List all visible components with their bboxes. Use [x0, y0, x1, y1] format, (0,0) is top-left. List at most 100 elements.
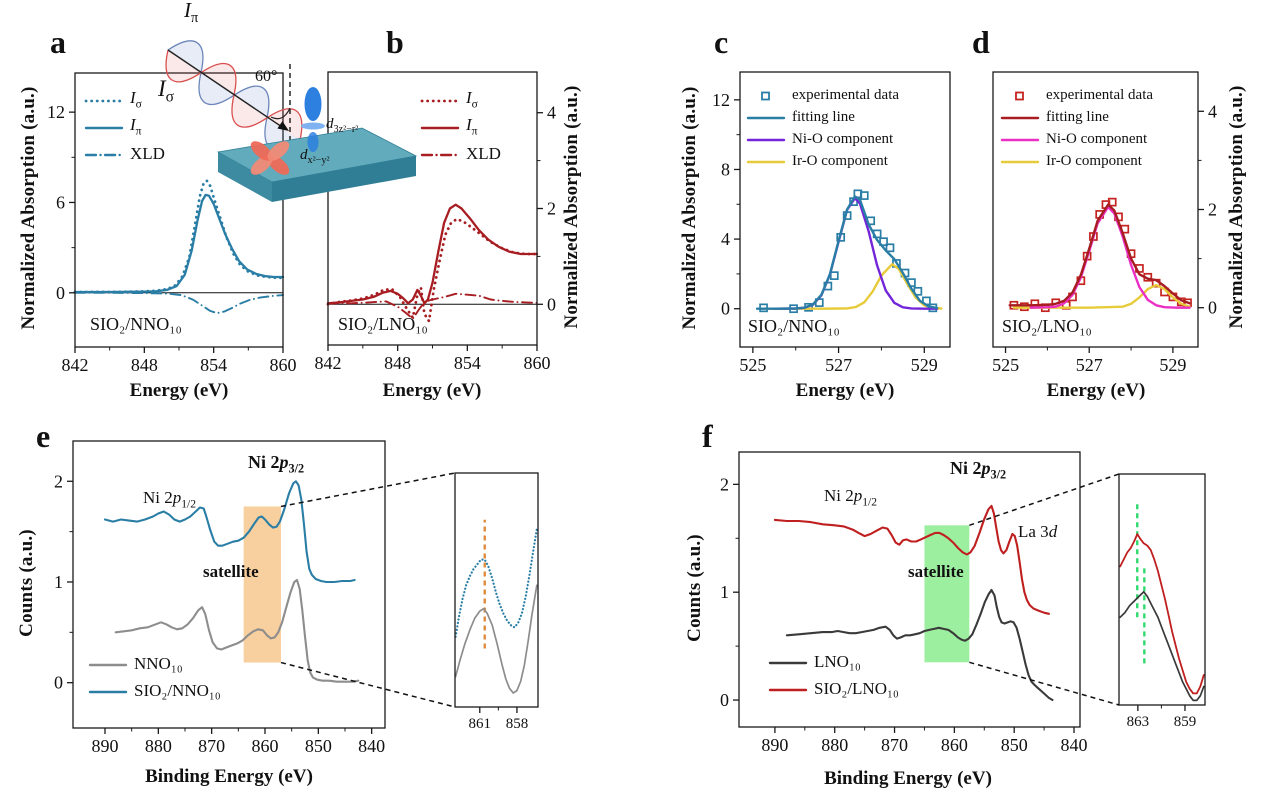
panel-d-label: d — [972, 24, 990, 60]
dx2y2-orbital-label: dx²−y² — [300, 147, 330, 166]
svg-text:2: 2 — [720, 474, 729, 494]
panel-c-sample-label: SIO₂/NNO₁₀ — [748, 316, 840, 336]
svg-text:529: 529 — [1159, 355, 1186, 375]
legend-item-fit: fitting line — [746, 106, 899, 128]
d3z2r2-orbital-icon — [301, 87, 325, 152]
panel-f-inset-plot: 863 859 — [1118, 473, 1206, 730]
panel-e-x-axis-title: Binding Energy (eV) — [145, 766, 313, 787]
svg-text:2: 2 — [1208, 200, 1217, 220]
panel-a-plot: 842 848 854 860 0 6 12 — [47, 72, 297, 375]
dx2y2-orbital-icon — [250, 141, 290, 175]
isigma-line-sample — [84, 94, 124, 106]
svg-text:860: 860 — [941, 735, 968, 755]
svg-text:860: 860 — [252, 736, 279, 756]
svg-text:854: 854 — [200, 355, 227, 375]
panel-c-x-axis-title: Energy (eV) — [795, 380, 895, 401]
panel-b-plot: 842 848 854 860 0 2 4 — [315, 71, 556, 373]
ni-2p32-label: Ni 2p3/2 — [950, 458, 1007, 482]
legend-item-ipi: Iπ — [84, 113, 165, 140]
legend-item-iro: Ir-O component — [1000, 150, 1153, 172]
iro-line-sample — [746, 155, 786, 167]
nno10-line-sample — [88, 658, 128, 670]
panel-d-x-axis-title: Energy (eV) — [1046, 380, 1146, 401]
svg-text:6: 6 — [56, 192, 65, 212]
panel-a-x-axis-title: Energy (eV) — [129, 380, 229, 401]
legend-item-sio2-nno10: SIO₂/NNO₁₀ — [88, 677, 221, 704]
svg-text:0: 0 — [1208, 298, 1217, 318]
svg-text:840: 840 — [1061, 735, 1088, 755]
nio-line-sample — [1000, 133, 1040, 145]
panel-a-sample-label: SIO₂/NNO₁₀ — [90, 314, 182, 334]
svg-text:854: 854 — [454, 353, 481, 373]
sio2-nno10-line-sample — [88, 685, 128, 697]
legend-item-isigma: Iσ — [84, 86, 165, 113]
angle-arc — [270, 107, 291, 120]
xld-line-sample — [84, 148, 124, 160]
slab-front-face — [272, 156, 416, 202]
isigma-beam-label: Iσ — [158, 76, 175, 106]
legend-item-nio: Ni-O component — [746, 128, 899, 150]
xld-line-sample — [420, 148, 460, 160]
ipi-beam-label: Iπ — [184, 0, 199, 27]
svg-text:0: 0 — [721, 299, 730, 319]
panel-b-y-axis-title: Normalized Absorption (a.u.) — [561, 85, 582, 329]
la-3d-label: La 3d — [1018, 522, 1058, 541]
svg-text:0: 0 — [720, 690, 729, 710]
svg-text:12: 12 — [712, 90, 730, 110]
legend-item-sio2-lno10: SIO₂/LNO₁₀ — [768, 675, 899, 702]
svg-text:863: 863 — [1127, 714, 1150, 730]
ni-2p12-label: Ni 2p1/2 — [143, 488, 197, 511]
svg-text:529: 529 — [911, 355, 938, 375]
svg-text:8: 8 — [721, 159, 730, 179]
svg-text:860: 860 — [524, 353, 551, 373]
legend-item-ipi: Iπ — [420, 113, 501, 140]
ni-2p32-label: Ni 2p3/2 — [248, 452, 305, 476]
panel-d-sample-label: SIO₂/LNO₁₀ — [1002, 316, 1092, 336]
lno10-line-sample — [768, 656, 808, 668]
svg-text:850: 850 — [305, 736, 332, 756]
legend-item-nno10: NNO₁₀ — [88, 650, 221, 677]
fit-line-sample — [1000, 111, 1040, 123]
panel-a-label: a — [50, 24, 66, 60]
svg-text:861: 861 — [469, 716, 492, 732]
legend-item-experimental: experimental data — [1000, 84, 1153, 106]
panel-c-legend: experimental data fitting line Ni-O comp… — [746, 84, 899, 172]
incidence-angle-label: 60° — [255, 68, 278, 85]
panel-d-y-axis-title: Normalized Absorption (a.u.) — [1226, 85, 1247, 329]
panel-c-label: c — [714, 24, 729, 60]
panel-c-y-axis-title: Normalized Absorption (a.u.) — [679, 86, 700, 330]
panel-f-label: f — [702, 418, 713, 454]
panel-b-sample-label: SIO₂/LNO₁₀ — [338, 314, 428, 334]
beam-line — [167, 49, 286, 130]
svg-text:4: 4 — [547, 103, 556, 123]
svg-text:0: 0 — [54, 673, 63, 693]
iro-line-sample — [1000, 155, 1040, 167]
beam-arrowhead-icon — [277, 121, 289, 131]
svg-text:870: 870 — [198, 736, 225, 756]
svg-text:527: 527 — [1076, 355, 1103, 375]
isigma-line-sample — [420, 94, 460, 106]
svg-text:842: 842 — [315, 353, 342, 373]
svg-text:859: 859 — [1174, 714, 1197, 730]
panel-e-legend: NNO₁₀ SIO₂/NNO₁₀ — [88, 650, 221, 704]
svg-text:525: 525 — [992, 355, 1019, 375]
svg-text:842: 842 — [62, 355, 89, 375]
panel-d-plot: 525 527 529 0 2 4 — [992, 71, 1217, 375]
legend-item-lno10: LNO₁₀ — [768, 648, 899, 675]
svg-text:12: 12 — [47, 102, 65, 122]
svg-text:890: 890 — [92, 736, 119, 756]
legend-item-nio: Ni-O component — [1000, 128, 1153, 150]
panel-f-plot: 890 880 870 860 850 840 0 1 2 — [720, 451, 1088, 755]
svg-text:840: 840 — [358, 736, 385, 756]
svg-text:850: 850 — [1001, 735, 1028, 755]
nio-line-sample — [746, 133, 786, 145]
satellite-label: satellite — [203, 562, 259, 581]
svg-text:2: 2 — [54, 471, 63, 491]
svg-text:1: 1 — [54, 572, 63, 592]
panel-e-label: e — [36, 418, 51, 454]
legend-item-xld: XLD — [84, 140, 165, 167]
ni-2p12-label: Ni 2p1/2 — [824, 486, 878, 509]
panel-d-legend: experimental data fitting line Ni-O comp… — [1000, 84, 1153, 172]
legend-item-xld: XLD — [420, 140, 501, 167]
